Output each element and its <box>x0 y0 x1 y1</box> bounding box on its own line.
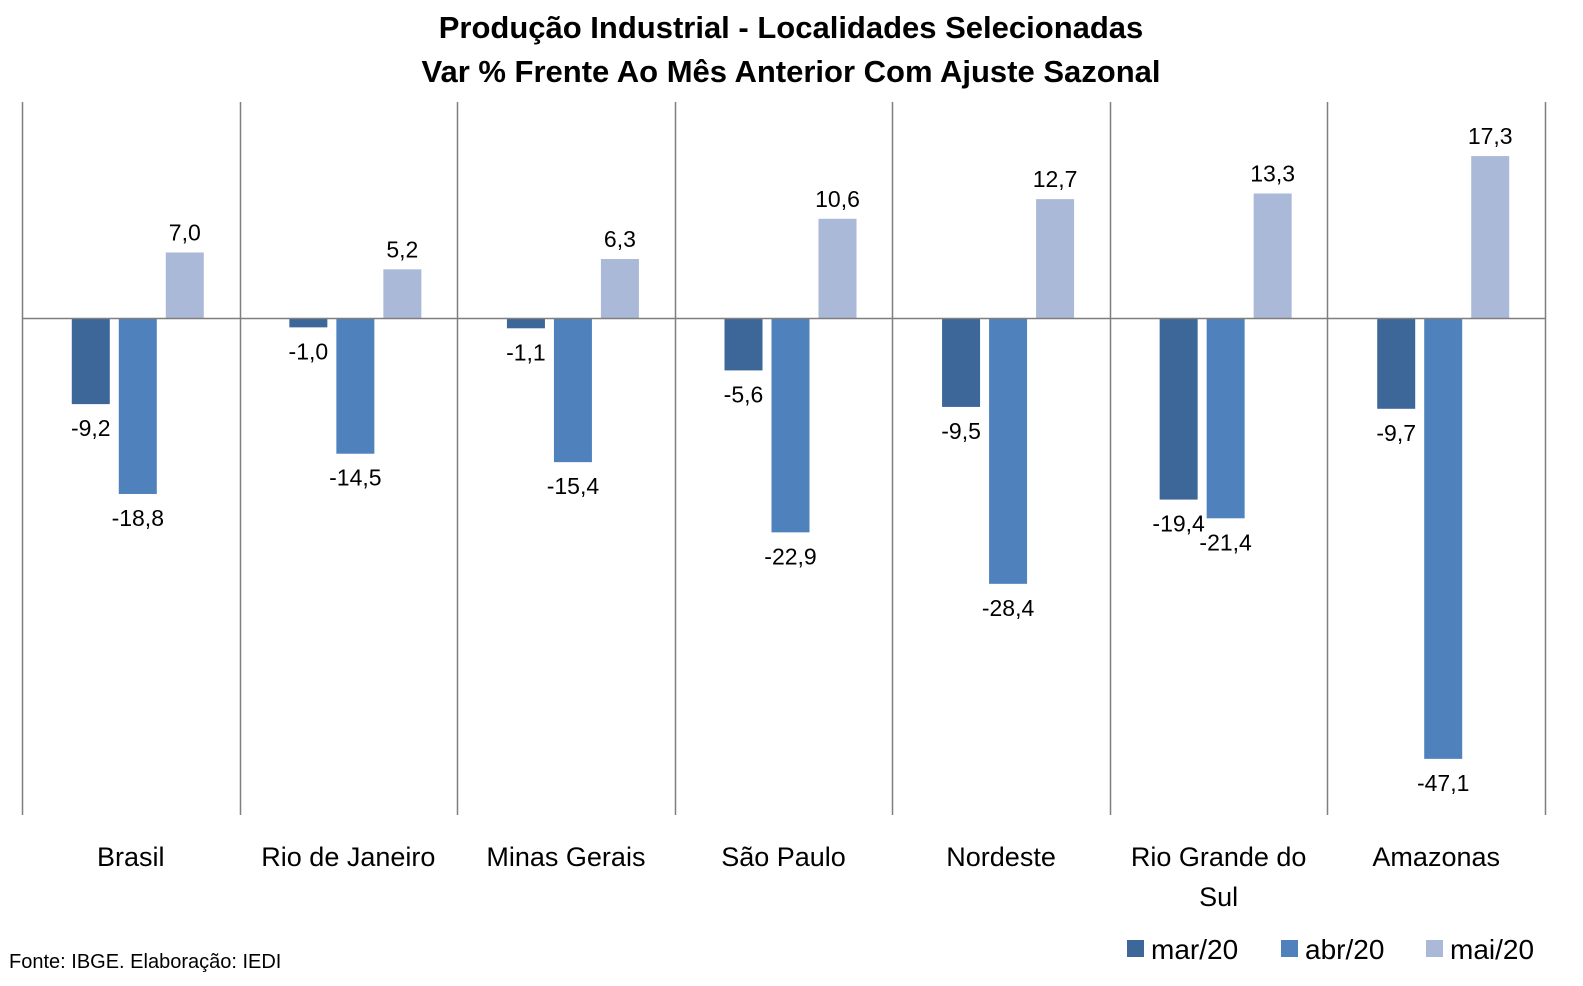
source-note: Fonte: IBGE. Elaboração: IEDI <box>9 951 281 973</box>
legend-swatch <box>1281 940 1298 957</box>
bar-mar-20 <box>289 318 328 328</box>
data-label: -21,4 <box>1199 529 1252 555</box>
data-label: 5,2 <box>386 236 418 262</box>
data-label: -19,4 <box>1152 511 1205 537</box>
bar-mai-20 <box>818 218 857 318</box>
legend-label: mar/20 <box>1151 934 1238 965</box>
data-label: -18,8 <box>112 505 164 531</box>
legend-item: mai/20 <box>1426 934 1534 965</box>
data-label: -9,2 <box>71 415 111 441</box>
category-label: São Paulo <box>721 842 846 872</box>
data-label: -22,9 <box>764 543 816 569</box>
bar-abr-20 <box>336 318 375 454</box>
data-label: -5,6 <box>724 381 764 407</box>
chart-subtitle: Var % Frente Ao Mês Anterior Com Ajuste … <box>422 54 1161 89</box>
bar-mai-20 <box>1036 199 1075 318</box>
category-label: Rio Grande do Sul <box>1131 842 1307 912</box>
bar-abr-20 <box>1206 318 1245 519</box>
data-label: -47,1 <box>1417 770 1469 796</box>
bar-abr-20 <box>771 318 810 533</box>
data-label: 17,3 <box>1468 123 1513 149</box>
bar-abr-20 <box>1424 318 1463 759</box>
category-label: Amazonas <box>1372 842 1500 872</box>
bar-mai-20 <box>383 269 422 318</box>
data-label: 13,3 <box>1250 161 1295 187</box>
category-label: Nordeste <box>946 842 1056 872</box>
bar-abr-20 <box>118 318 157 494</box>
data-label: -28,4 <box>982 595 1035 621</box>
legend-label: abr/20 <box>1305 934 1384 965</box>
bar-abr-20 <box>989 318 1028 584</box>
category-label: Minas Gerais <box>486 842 645 872</box>
data-label: -1,1 <box>506 339 546 365</box>
bar-mai-20 <box>1471 156 1510 318</box>
legend-swatch <box>1426 940 1443 957</box>
data-label: -9,5 <box>941 418 981 444</box>
data-label: 6,3 <box>604 226 636 252</box>
bar-abr-20 <box>553 318 592 463</box>
bar-mai-20 <box>600 259 639 318</box>
bar-mai-20 <box>1253 193 1292 318</box>
category-label: Rio de Janeiro <box>261 842 435 872</box>
chart-title: Produção Industrial - Localidades Seleci… <box>439 10 1144 45</box>
legend-item: mar/20 <box>1127 934 1238 965</box>
data-label: 7,0 <box>169 219 201 245</box>
legend-label: mai/20 <box>1450 934 1534 965</box>
data-label: -9,7 <box>1376 420 1416 446</box>
bar-mai-20 <box>165 252 204 318</box>
data-label: -1,0 <box>289 338 329 364</box>
bar-mar-20 <box>1159 318 1198 500</box>
bar-mar-20 <box>506 318 545 329</box>
data-label: 12,7 <box>1033 166 1078 192</box>
plot-area: -9,2 -1,0 -1,1 -5,6 -9,5 -19,4 -9,7 -18,8 -14,5 -… <box>21 102 1547 912</box>
bar-mar-20 <box>942 318 981 407</box>
data-label: -14,5 <box>329 465 381 491</box>
legend: mar/20 abr/20 mai/20 <box>1127 934 1534 965</box>
bar-mar-20 <box>71 318 110 405</box>
data-label: 10,6 <box>815 186 860 212</box>
data-label: -15,4 <box>547 473 600 499</box>
legend-item: abr/20 <box>1281 934 1384 965</box>
bar-mar-20 <box>724 318 763 371</box>
category-label: Brasil <box>97 842 165 872</box>
bar-mar-20 <box>1377 318 1416 409</box>
legend-swatch <box>1127 940 1144 957</box>
